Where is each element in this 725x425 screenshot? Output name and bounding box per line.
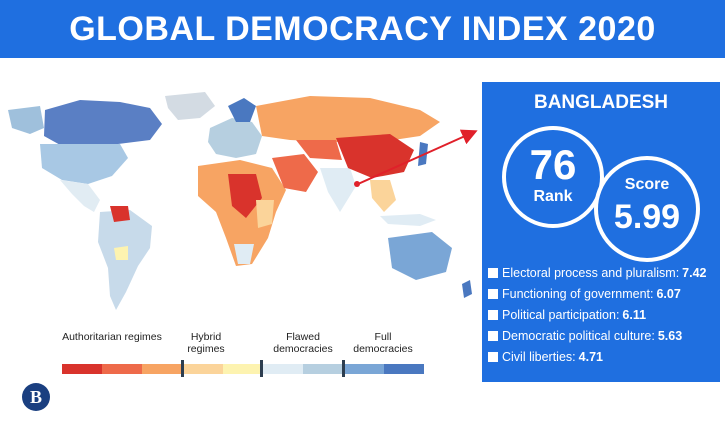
bullet-square-icon [488,267,498,278]
bullet-square-icon [488,330,498,341]
rank-label: Rank [533,188,573,205]
greenland-region [165,92,215,120]
alaska-region [8,106,44,134]
usa-region [40,144,128,184]
legend-swatch [102,364,143,374]
central-africa-region [228,174,262,218]
metric-label: Functioning of government: [502,286,654,301]
metric-item: Electoral process and pluralism: 7.42 [488,262,718,283]
bullet-square-icon [488,288,498,299]
metric-label: Civil liberties: [502,349,576,364]
legend-divider [260,360,263,377]
title-bar: GLOBAL DEMOCRACY INDEX 2020 [0,0,725,58]
legend-swatch [222,364,264,374]
score-value: 5.99 [613,198,681,236]
europe-region [208,118,262,158]
legend-swatch [182,364,223,374]
legend-swatch [303,364,344,374]
legend-labels: Authoritarian regimes Hybrid regimes Fla… [62,331,424,357]
metrics-list: Electoral process and pluralism: 7.42 Fu… [488,262,718,367]
central-asia-region [296,140,342,160]
country-name: BANGLADESH [533,92,669,113]
page-title: GLOBAL DEMOCRACY INDEX 2020 [69,9,656,48]
rank-value: 76 [529,141,577,188]
publisher-logo: B [22,383,50,411]
russia-region [256,96,440,142]
metric-item: Civil liberties: 4.71 [488,346,718,367]
country-panel: BANGLADESH 76 Rank Score 5.99 Electoral … [482,82,720,382]
world-map [8,92,472,310]
legend-swatch [62,364,103,374]
australia-region [388,232,452,280]
mexico-region [60,180,100,212]
metric-value: 4.71 [578,349,603,364]
legend-swatch [263,364,304,374]
canada-region [44,100,162,146]
middle-east-region [272,154,318,192]
metric-item: Political participation: 6.11 [488,304,718,325]
legend-label-authoritarian: Authoritarian regimes [62,331,162,343]
logo-glyph: B [29,387,42,407]
score-label: Score [624,176,670,193]
score-circle: Score 5.99 [594,156,700,262]
legend-color-scale [62,364,424,374]
bullet-square-icon [488,351,498,362]
metric-label: Electoral process and pluralism: [502,265,680,280]
south-africa-region [234,244,254,264]
metric-label: Political participation: [502,307,620,322]
bullet-square-icon [488,309,498,320]
metric-label: Democratic political culture: [502,328,655,343]
legend-label-hybrid: Hybrid regimes [187,331,225,355]
new-zealand-region [462,280,472,298]
japan-region [418,142,428,166]
india-region [320,168,356,212]
metric-value: 6.07 [656,286,681,301]
legend-divider [181,360,184,377]
east-africa-region [256,200,274,228]
rank-circle: 76 Rank [502,126,604,228]
venezuela-region [110,206,130,222]
legend-swatch [383,364,424,374]
legend-swatch [343,364,384,374]
legend-swatch [142,364,183,374]
metric-item: Democratic political culture: 5.63 [488,325,718,346]
legend-label-flawed: Flawed democracies [273,331,333,355]
metric-value: 6.11 [622,307,647,322]
southeast-asia-region [370,180,396,212]
legend-label-full: Full democracies [353,331,413,355]
metric-value: 5.63 [657,328,683,343]
scandinavia-region [228,98,256,122]
bolivia-region [114,246,128,260]
bangladesh-marker [354,181,360,187]
metric-value: 7.42 [682,265,707,280]
metric-item: Functioning of government: 6.07 [488,283,718,304]
legend-divider [342,360,345,377]
indonesia-region [380,214,436,226]
